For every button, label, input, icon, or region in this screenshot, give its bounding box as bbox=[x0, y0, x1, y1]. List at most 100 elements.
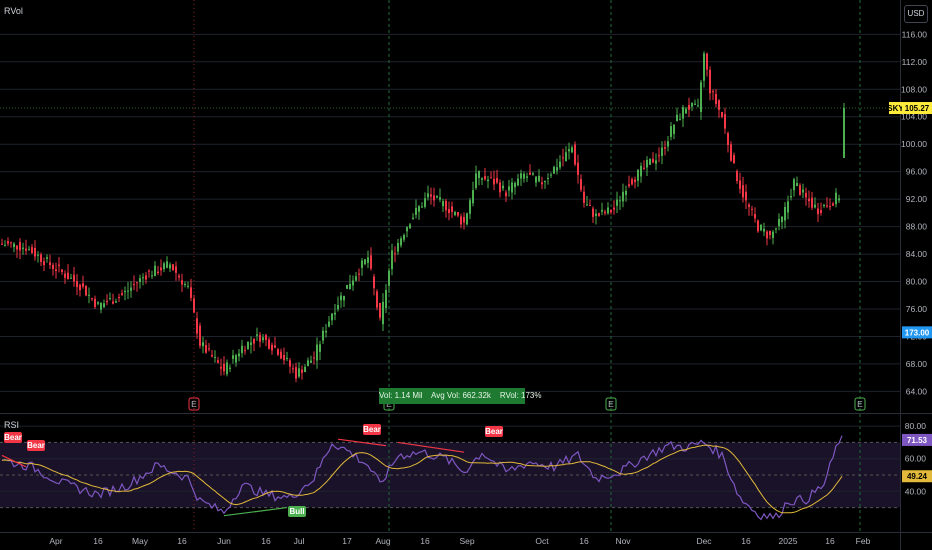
candle-body bbox=[553, 166, 555, 174]
candle-body bbox=[493, 178, 495, 185]
candle-body bbox=[535, 176, 537, 183]
candle-body bbox=[652, 158, 654, 163]
candle-body bbox=[508, 186, 510, 191]
candle-body bbox=[475, 173, 477, 188]
candle-body bbox=[259, 334, 261, 342]
candle-body bbox=[178, 275, 180, 278]
time-axis-label: Sep bbox=[459, 536, 474, 546]
candle-body bbox=[37, 254, 39, 256]
candle-body bbox=[310, 360, 312, 363]
candle-body bbox=[64, 273, 66, 278]
candle-body bbox=[646, 159, 648, 168]
candle-body bbox=[58, 264, 60, 266]
candle-body bbox=[244, 350, 246, 352]
indicator-label: RVol bbox=[4, 6, 23, 16]
candle-body bbox=[805, 192, 807, 198]
time-axis-label: Feb bbox=[856, 536, 871, 546]
candle-body bbox=[445, 200, 447, 211]
rvol-tag-bg bbox=[902, 326, 932, 339]
candle-body bbox=[514, 182, 516, 188]
candle-body bbox=[406, 227, 408, 232]
price-tick-label: 108.00 bbox=[901, 84, 927, 94]
candle-body bbox=[478, 171, 480, 179]
candle-body bbox=[46, 257, 48, 259]
price-tick-label: 112.00 bbox=[902, 57, 928, 67]
candle-body bbox=[253, 338, 255, 344]
candle-body bbox=[397, 242, 399, 252]
candle-body bbox=[589, 204, 591, 206]
candle-body bbox=[418, 206, 420, 212]
vol-info-box: Vol: 1.14 Mil Avg Vol: 662.32k RVol: 173… bbox=[379, 388, 541, 404]
candle-body bbox=[619, 200, 621, 202]
candle-body bbox=[655, 160, 657, 164]
candle-body bbox=[277, 349, 279, 355]
time-axis-label: May bbox=[132, 536, 149, 546]
candle-body bbox=[439, 197, 441, 200]
candle-body bbox=[379, 302, 381, 318]
earnings-icon-letter: E bbox=[857, 399, 863, 409]
candle-body bbox=[85, 285, 87, 296]
candle-body bbox=[181, 280, 183, 285]
candle-body bbox=[838, 198, 840, 201]
candle-body bbox=[364, 259, 366, 265]
candle-body bbox=[595, 213, 597, 217]
candle-body bbox=[217, 360, 219, 363]
candle-body bbox=[184, 283, 186, 285]
candle-body bbox=[91, 298, 93, 300]
candle-body bbox=[817, 208, 819, 215]
candle-body bbox=[664, 147, 666, 149]
ticker-price-tag: 105.27 bbox=[905, 104, 930, 113]
divergence-label: Bear bbox=[485, 427, 503, 436]
candle-body bbox=[832, 203, 834, 206]
candle-body bbox=[547, 177, 549, 179]
candle-body bbox=[703, 53, 705, 81]
candle-body bbox=[583, 191, 585, 203]
candle-body bbox=[142, 277, 144, 279]
candle-body bbox=[568, 149, 570, 152]
candle-body bbox=[238, 353, 240, 357]
candle-body bbox=[100, 302, 102, 310]
candle-body bbox=[613, 207, 615, 210]
candle-body bbox=[709, 69, 711, 94]
candle-body bbox=[661, 147, 663, 156]
rsi-label: RSI bbox=[4, 420, 20, 430]
candle-body bbox=[769, 230, 771, 236]
candle-body bbox=[67, 272, 69, 280]
earnings-icon-letter: E bbox=[386, 399, 392, 409]
rsi-tick-label: 60.00 bbox=[905, 454, 927, 464]
last-candle-body bbox=[843, 108, 845, 158]
time-axis-label: Apr bbox=[49, 536, 62, 546]
candle-body bbox=[517, 178, 519, 186]
candle-body bbox=[523, 173, 525, 179]
candle-body bbox=[10, 242, 12, 244]
candle-body bbox=[97, 302, 99, 304]
price-tick-label: 104.00 bbox=[901, 112, 927, 122]
currency-button[interactable]: USD bbox=[904, 5, 928, 23]
candle-body bbox=[757, 220, 759, 232]
time-axis-label: Aug bbox=[375, 536, 390, 546]
ticker-price-tag-bg bbox=[902, 102, 932, 115]
time-axis-label: 16 bbox=[177, 536, 187, 546]
candle-body bbox=[28, 248, 30, 250]
candle-body bbox=[424, 198, 426, 207]
candle-body bbox=[562, 157, 564, 159]
candle-body bbox=[526, 176, 528, 178]
candle-body bbox=[505, 192, 507, 197]
candle-body bbox=[835, 192, 837, 205]
candle-body bbox=[211, 354, 213, 357]
candle-body bbox=[166, 261, 168, 268]
candle-body bbox=[580, 179, 582, 190]
candle-body bbox=[151, 275, 153, 277]
candle-body bbox=[79, 284, 81, 291]
candle-body bbox=[34, 247, 36, 257]
candle-body bbox=[190, 287, 192, 298]
candle-body bbox=[427, 193, 429, 198]
candle-body bbox=[388, 270, 390, 286]
candle-body bbox=[328, 321, 330, 327]
candle-body bbox=[415, 207, 417, 215]
candle-body bbox=[694, 103, 696, 105]
candle-body bbox=[742, 185, 744, 198]
candle-body bbox=[472, 190, 474, 204]
candle-body bbox=[625, 190, 627, 195]
